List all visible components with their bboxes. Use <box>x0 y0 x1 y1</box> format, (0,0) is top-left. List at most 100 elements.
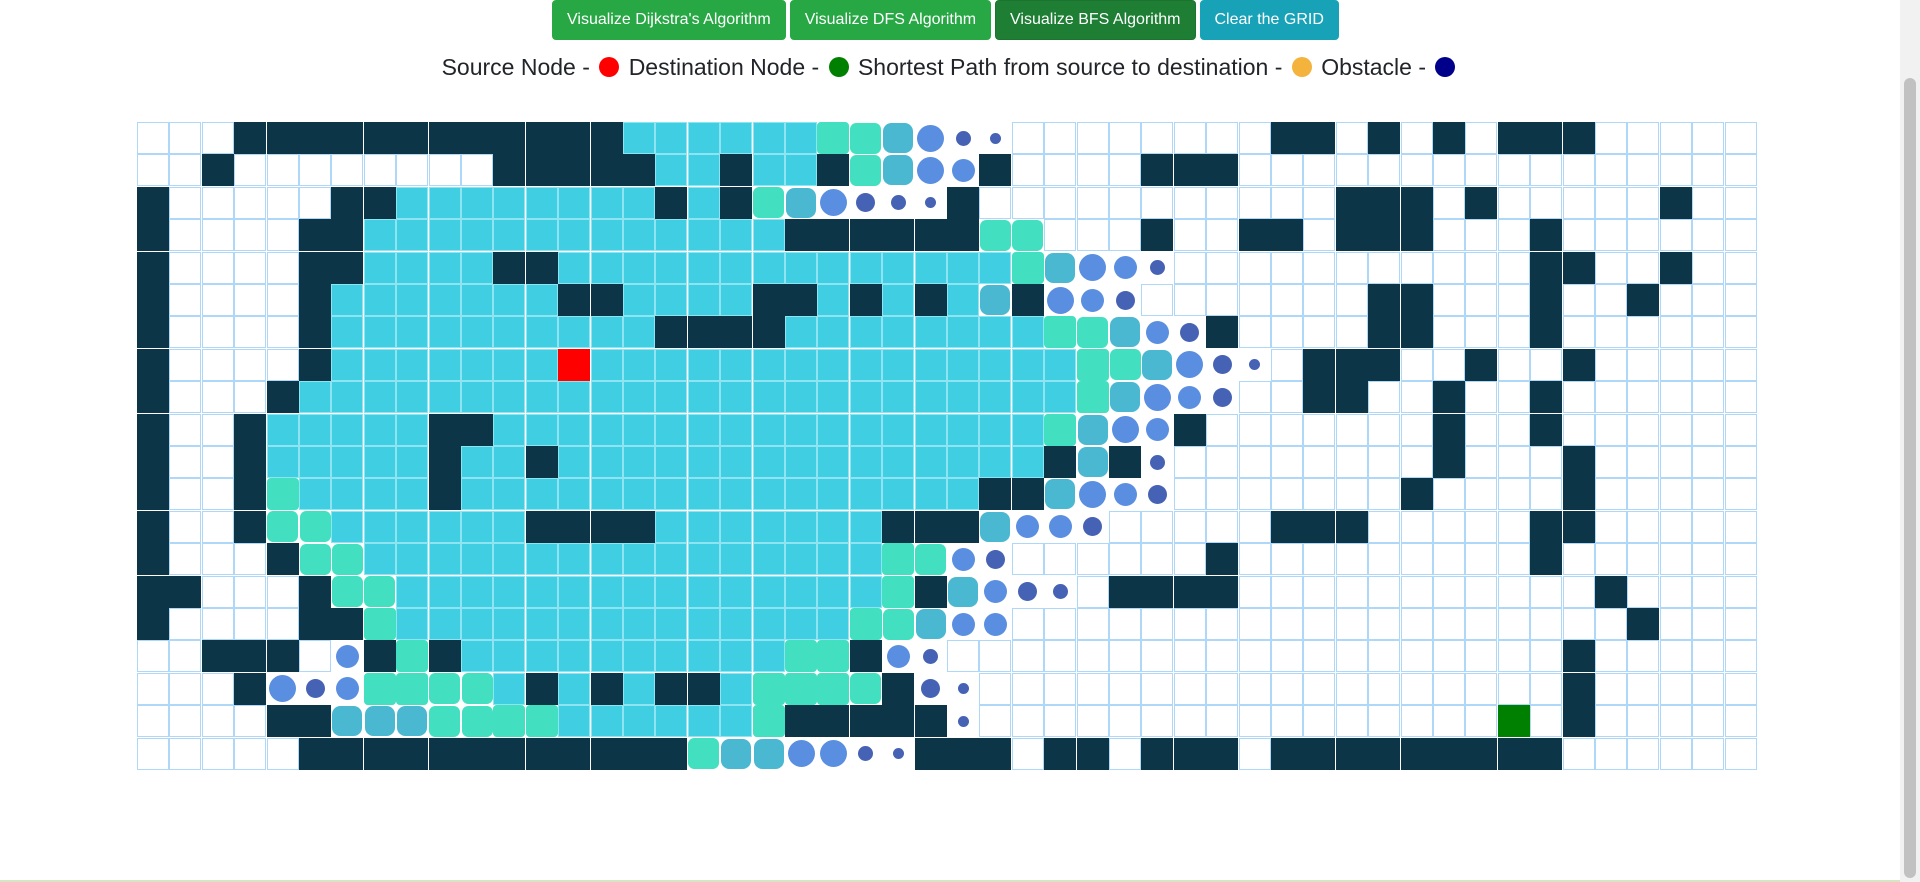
grid-cell-empty[interactable] <box>1335 154 1368 187</box>
grid-cell-empty[interactable] <box>1011 705 1044 738</box>
grid-cell-empty[interactable] <box>1562 381 1595 414</box>
grid-cell-visited[interactable] <box>525 348 558 381</box>
grid-cell-visited[interactable] <box>623 413 655 446</box>
grid-cell-empty[interactable] <box>1530 672 1563 705</box>
grid-cell-obstacle[interactable] <box>299 122 331 154</box>
grid-cell-empty[interactable] <box>1400 640 1433 673</box>
grid-cell-visited[interactable] <box>817 251 850 284</box>
grid-cell-empty[interactable] <box>1659 543 1692 576</box>
grid-cell-empty[interactable] <box>1400 608 1433 640</box>
grid-cell-empty[interactable] <box>1595 543 1627 576</box>
grid-cell-empty[interactable] <box>1076 543 1109 576</box>
grid-cell-empty[interactable] <box>1173 446 1206 478</box>
grid-cell-obstacle[interactable] <box>525 122 558 154</box>
grid-cell-empty[interactable] <box>1433 543 1465 576</box>
grid-cell-empty[interactable] <box>169 543 202 576</box>
grid-cell-empty[interactable] <box>1011 154 1044 187</box>
grid-cell-obstacle[interactable] <box>785 219 817 252</box>
grid-cell-empty[interactable] <box>1465 413 1498 446</box>
grid-cell-visited[interactable] <box>947 284 979 316</box>
grid-cell-empty[interactable] <box>201 381 234 414</box>
grid-cell-obstacle[interactable] <box>590 510 623 543</box>
grid-cell-obstacle[interactable] <box>1173 413 1206 446</box>
grid-cell-empty[interactable] <box>1076 122 1109 154</box>
grid-cell-obstacle[interactable] <box>817 705 850 738</box>
grid-cell-empty[interactable] <box>1659 608 1692 640</box>
grid-cell-empty[interactable] <box>1335 413 1368 446</box>
grid-cell-empty[interactable] <box>1530 154 1563 187</box>
grid-cell-empty[interactable] <box>1303 446 1336 478</box>
grid-cell-obstacle[interactable] <box>914 575 947 608</box>
grid-cell-empty[interactable] <box>169 510 202 543</box>
grid-cell-empty[interactable] <box>1465 219 1498 252</box>
grid-cell-obstacle[interactable] <box>947 219 979 252</box>
grid-cell-empty[interactable] <box>1238 608 1271 640</box>
grid-cell-visited[interactable] <box>720 284 753 316</box>
grid-cell-visiting[interactable] <box>1077 511 1109 543</box>
grid-cell-empty[interactable] <box>1530 348 1563 381</box>
grid-cell-empty[interactable] <box>169 219 202 252</box>
grid-cell-visited[interactable] <box>849 251 882 284</box>
grid-cell-empty[interactable] <box>1109 608 1141 640</box>
grid-cell-empty[interactable] <box>1497 284 1530 316</box>
grid-cell-obstacle[interactable] <box>590 737 623 770</box>
grid-cell-obstacle[interactable] <box>1303 348 1336 381</box>
grid-cell-obstacle[interactable] <box>1400 737 1433 770</box>
grid-cell-obstacle[interactable] <box>882 705 915 738</box>
grid-cell-visited[interactable] <box>558 575 591 608</box>
grid-cell-visited[interactable] <box>558 543 591 576</box>
grid-cell-visiting[interactable] <box>331 705 363 737</box>
grid-cell-empty[interactable] <box>1562 284 1595 316</box>
grid-cell-empty[interactable] <box>266 154 299 187</box>
grid-cell-empty[interactable] <box>266 575 299 608</box>
grid-cell-visited[interactable] <box>752 543 785 576</box>
grid-cell-visiting[interactable] <box>1141 414 1173 446</box>
grid-cell-obstacle[interactable] <box>428 640 461 673</box>
grid-cell-empty[interactable] <box>947 640 979 673</box>
grid-cell-visited[interactable] <box>525 381 558 414</box>
grid-cell-visited[interactable] <box>623 348 655 381</box>
grid-cell-visited[interactable] <box>655 122 688 154</box>
grid-cell-empty[interactable] <box>201 122 234 154</box>
grid-cell-visited[interactable] <box>979 316 1012 349</box>
grid-cell-empty[interactable] <box>201 284 234 316</box>
grid-cell-empty[interactable] <box>1433 640 1465 673</box>
grid-cell-visited[interactable] <box>720 510 753 543</box>
grid-cell-visited[interactable] <box>1011 413 1044 446</box>
grid-cell-visited[interactable] <box>687 251 720 284</box>
grid-cell-empty[interactable] <box>1627 316 1660 349</box>
grid-cell-obstacle[interactable] <box>558 284 591 316</box>
grid-cell-visited[interactable] <box>623 705 655 738</box>
grid-cell-visited[interactable] <box>720 478 753 511</box>
grid-cell-empty[interactable] <box>1238 251 1271 284</box>
grid-cell-visited[interactable] <box>623 122 655 154</box>
grid-cell-empty[interactable] <box>428 154 461 187</box>
grid-cell-obstacle[interactable] <box>331 251 364 284</box>
grid-cell-obstacle[interactable] <box>266 122 299 154</box>
grid-cell-empty[interactable] <box>1173 510 1206 543</box>
grid-cell-empty[interactable] <box>1303 219 1336 252</box>
grid-cell-empty[interactable] <box>1724 575 1757 608</box>
grid-cell-empty[interactable] <box>1238 705 1271 738</box>
grid-cell-visited[interactable] <box>687 640 720 673</box>
grid-cell-empty[interactable] <box>1724 640 1757 673</box>
grid-cell-visiting[interactable] <box>947 576 979 608</box>
grid-cell-visiting[interactable] <box>1044 252 1076 284</box>
grid-cell-empty[interactable] <box>1692 608 1725 640</box>
grid-cell-empty[interactable] <box>1659 348 1692 381</box>
grid-cell-visited[interactable] <box>979 446 1012 478</box>
grid-cell-empty[interactable] <box>201 413 234 446</box>
grid-cell-visited[interactable] <box>363 543 396 576</box>
grid-cell-empty[interactable] <box>1724 446 1757 478</box>
grid-cell-empty[interactable] <box>1044 705 1077 738</box>
grid-cell-empty[interactable] <box>1465 575 1498 608</box>
grid-cell-empty[interactable] <box>1692 219 1725 252</box>
grid-cell-empty[interactable] <box>1303 705 1336 738</box>
grid-cell-empty[interactable] <box>1173 284 1206 316</box>
grid-cell-empty[interactable] <box>1724 510 1757 543</box>
grid-cell-obstacle[interactable] <box>1433 737 1465 770</box>
grid-cell-visited[interactable] <box>590 348 623 381</box>
grid-cell-obstacle[interactable] <box>1433 413 1465 446</box>
grid-cell-visiting[interactable] <box>1044 478 1076 510</box>
grid-cell-empty[interactable] <box>1595 413 1627 446</box>
